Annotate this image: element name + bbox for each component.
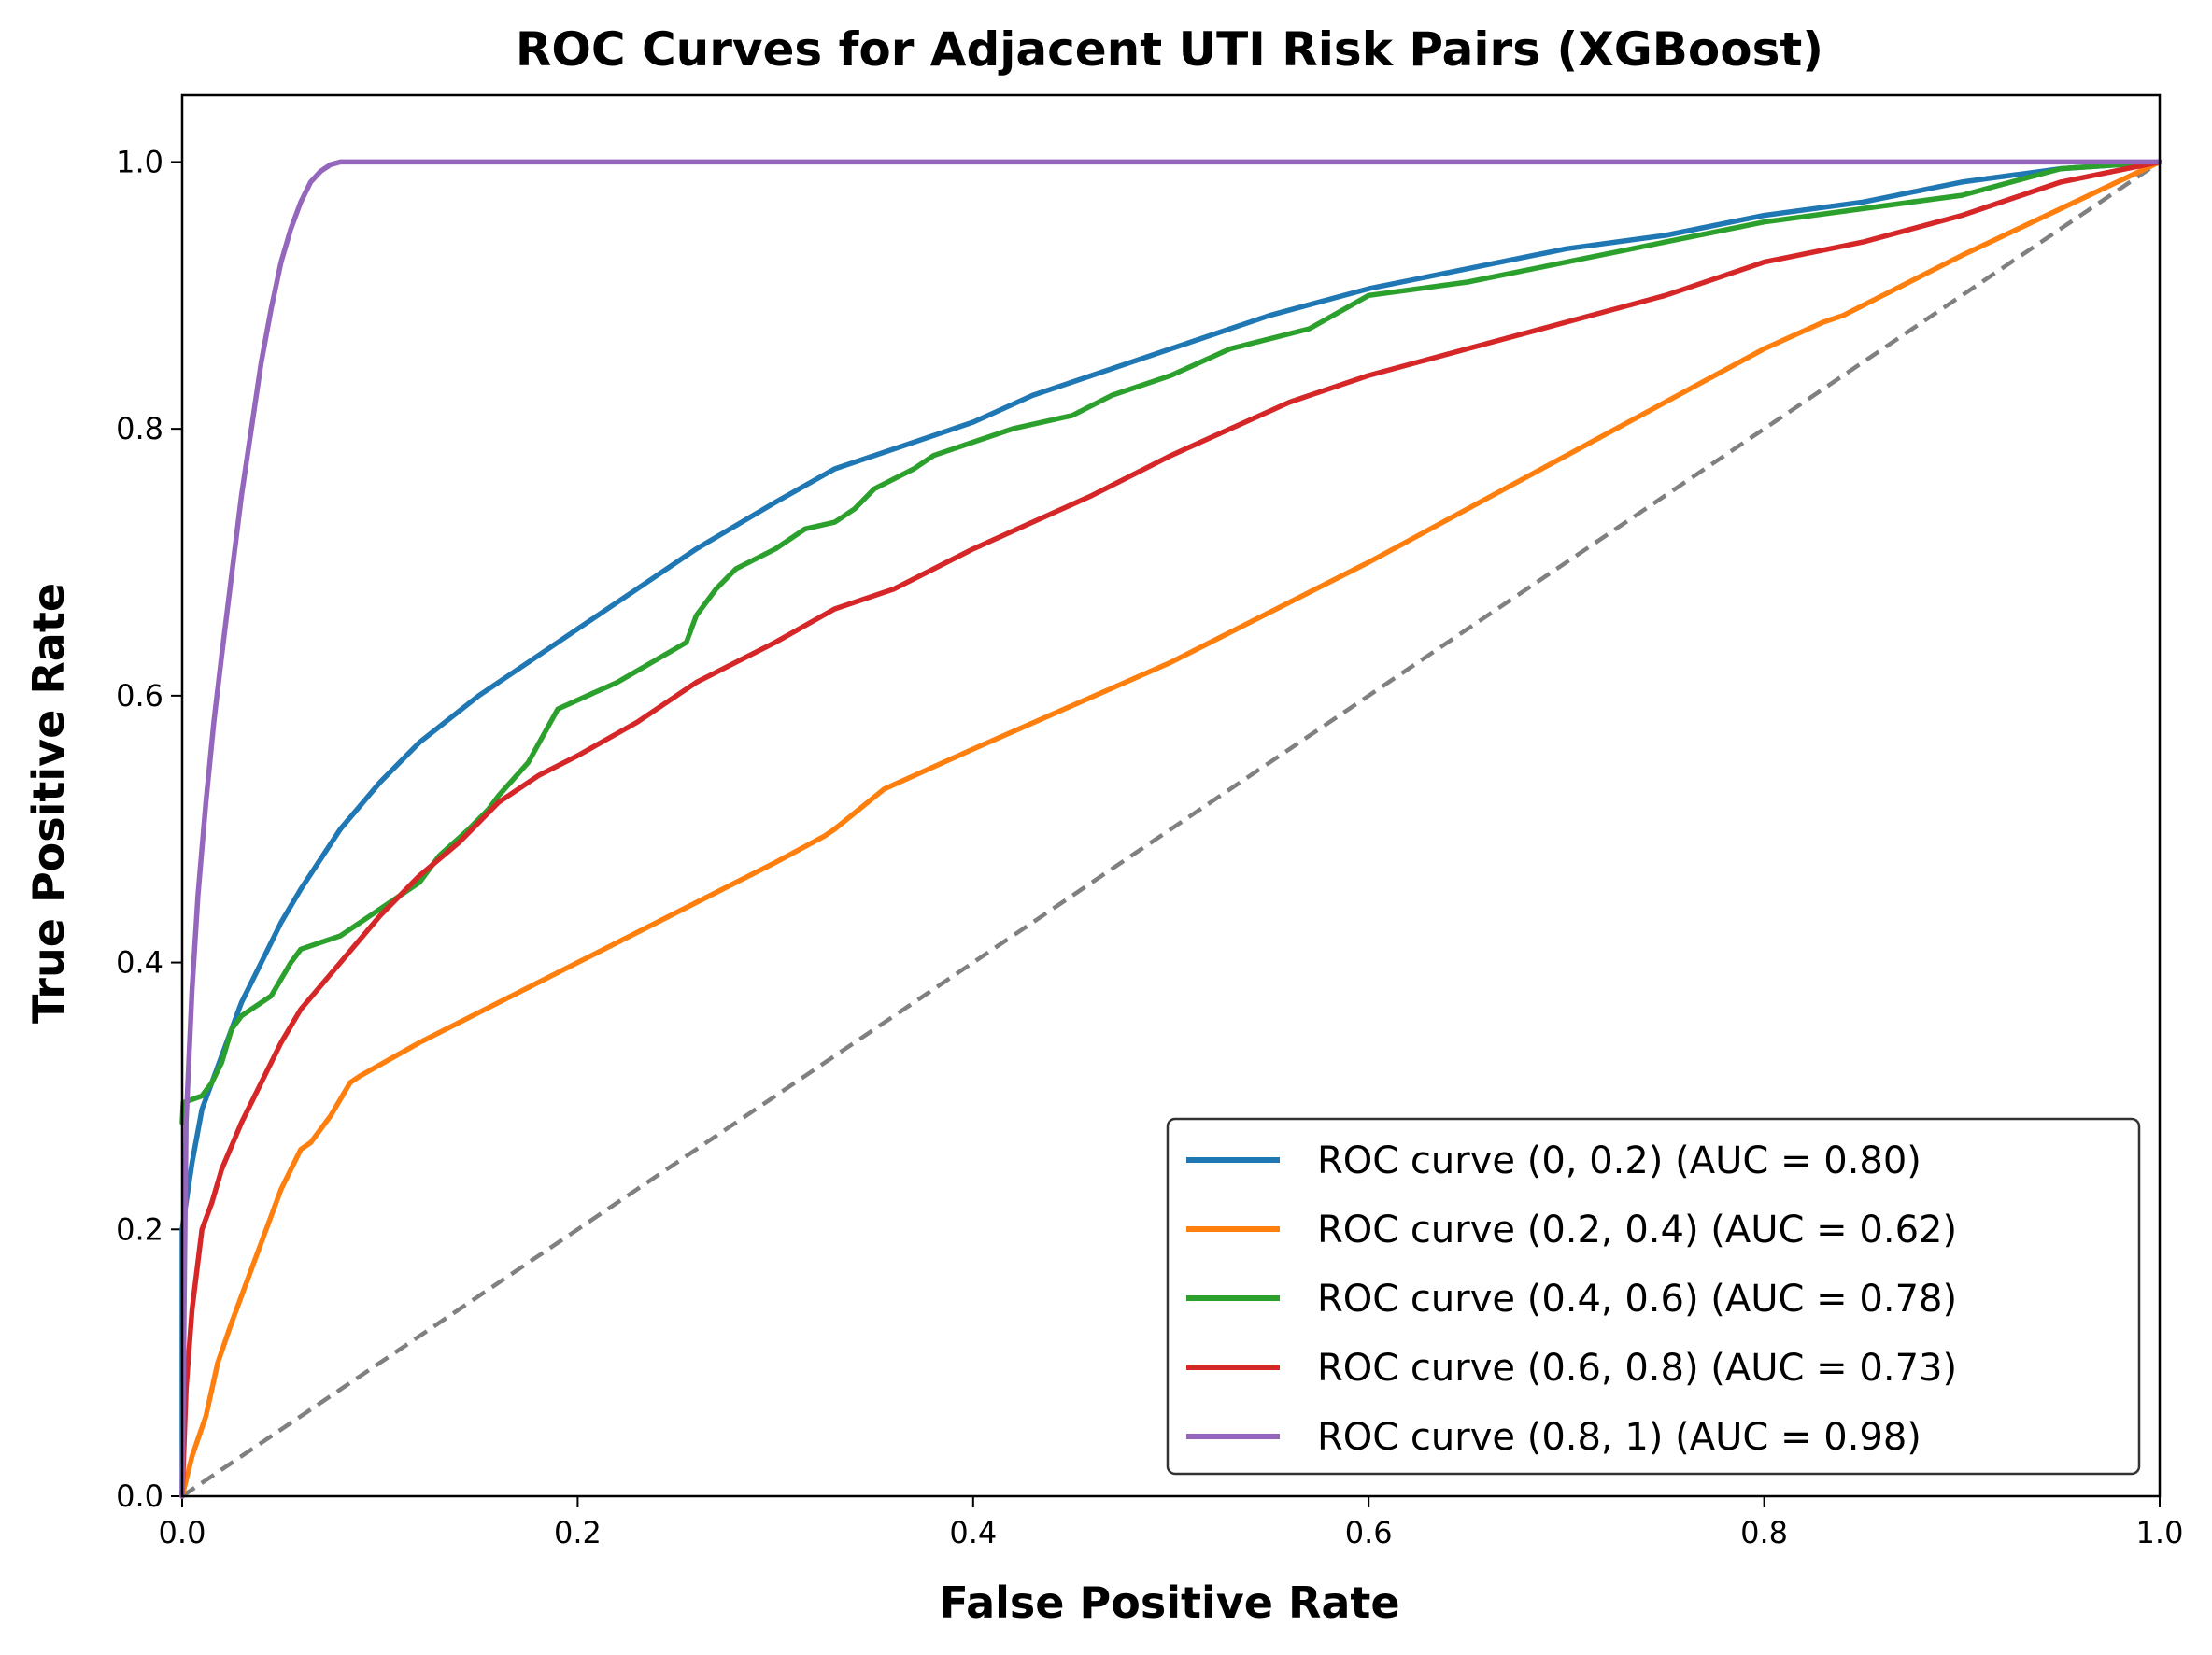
- roc-series-line-0: [179, 159, 2162, 1499]
- reference-diagonal-line: [180, 160, 2162, 1498]
- legend-box: [1166, 1117, 2141, 1476]
- y-tick-label: 0.4: [116, 945, 163, 981]
- legend-label-1: ROC curve (0.2, 0.4) (AUC = 0.62): [1317, 1209, 1957, 1252]
- y-tick-label: 0.8: [116, 411, 163, 446]
- ticks-layer: 0.0 0.2 0.4 0.6 0.8 1.0 0.0 0.2 0.4 0.6 0.8 1.0: [116, 144, 2183, 1550]
- y-tick-label: 0.0: [116, 1478, 163, 1514]
- x-tick-label: 0.2: [554, 1515, 602, 1550]
- legend-label-0: ROC curve (0, 0.2) (AUC = 0.80): [1317, 1139, 1921, 1182]
- y-axis-label: True Positive Rate: [23, 583, 74, 1024]
- x-tick-label: 0.8: [1740, 1515, 1788, 1550]
- legend-label-4: ROC curve (0.8, 1) (AUC = 0.98): [1317, 1416, 1921, 1459]
- x-axis-label: False Positive Rate: [939, 1577, 1399, 1628]
- roc-series-line-1: [179, 159, 2162, 1499]
- plot-frame: [180, 93, 2162, 1498]
- legend-label-2: ROC curve (0.4, 0.6) (AUC = 0.78): [1317, 1278, 1957, 1321]
- x-tick-label: 1.0: [2136, 1515, 2184, 1550]
- x-tick-label: 0.0: [159, 1515, 206, 1550]
- legend-label-3: ROC curve (0.6, 0.8) (AUC = 0.73): [1317, 1347, 1957, 1390]
- roc-series-line-3: [179, 159, 2162, 1499]
- roc-series-line-4: [179, 159, 2162, 1499]
- y-tick-label: 0.6: [116, 678, 163, 714]
- y-tick-label: 0.2: [116, 1211, 163, 1247]
- x-tick-label: 0.6: [1345, 1515, 1393, 1550]
- legend: ROC curve (0, 0.2) (AUC = 0.80) ROC curve…: [1166, 1117, 2141, 1476]
- y-tick-label: 1.0: [116, 144, 163, 179]
- plot-layer: [179, 159, 2162, 1499]
- x-tick-label: 0.4: [949, 1515, 997, 1550]
- chart-title: ROC Curves for Adjacent UTI Risk Pairs (…: [516, 22, 1823, 77]
- roc-series-line-2: [179, 159, 2162, 1125]
